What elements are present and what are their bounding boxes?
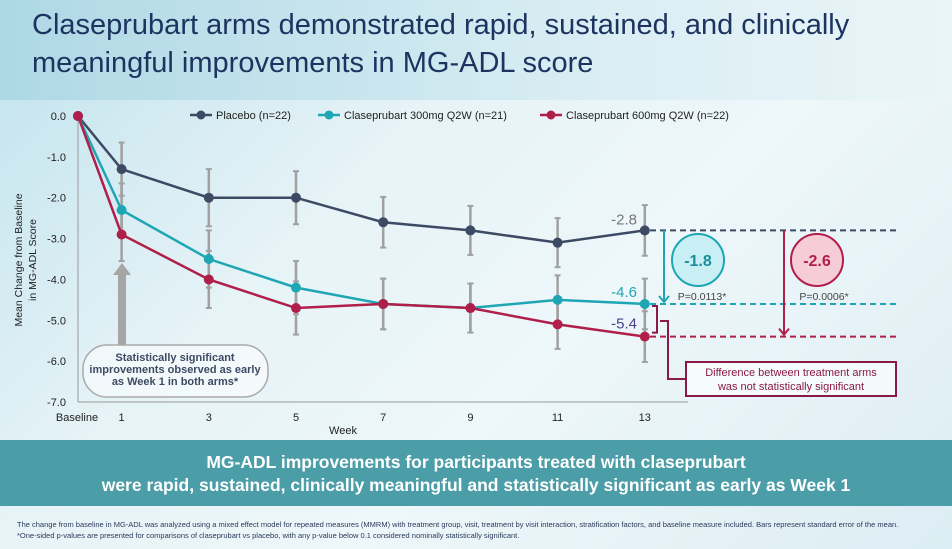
diff-300-circle xyxy=(671,233,725,287)
data-point xyxy=(552,319,563,330)
p-value-300: P=0.0113* xyxy=(678,291,727,303)
legend-label: Claseprubart 300mg Q2W (n=21) xyxy=(344,110,507,122)
up-arrow-icon xyxy=(118,275,126,345)
data-point xyxy=(639,225,650,236)
banner-line-1: MG-ADL improvements for participants tre… xyxy=(206,452,746,472)
y-axis-label: in MG-ADL Score xyxy=(27,219,39,301)
week1-callout-text: as Week 1 in both arms* xyxy=(112,376,239,388)
y-axis-label: Mean Change from Baseline xyxy=(13,193,25,326)
arrow-down-icon xyxy=(778,328,790,337)
legend-label: Claseprubart 600mg Q2W (n=22) xyxy=(566,110,729,122)
x-tick-label: 3 xyxy=(206,412,212,424)
y-tick-label: -7.0 xyxy=(47,397,66,409)
callout-connector xyxy=(660,320,685,380)
title-band xyxy=(0,0,952,100)
legend-marker xyxy=(324,110,334,120)
data-point xyxy=(291,282,301,293)
bracket xyxy=(652,304,658,334)
arms-callout-text: was not statistically significant xyxy=(717,381,864,393)
week1-callout-text: improvements observed as early xyxy=(89,364,261,376)
banner-line-2: were rapid, sustained, clinically meanin… xyxy=(101,475,851,495)
diff-600-value: -2.6 xyxy=(803,253,831,270)
y-tick-label: -6.0 xyxy=(47,356,66,368)
p-value-600: P=0.0006* xyxy=(799,291,848,303)
series-line xyxy=(77,115,645,244)
x-tick-label: 9 xyxy=(467,412,473,424)
arms-callout-box xyxy=(685,361,897,397)
series-line xyxy=(76,115,645,338)
x-tick-label: 13 xyxy=(639,412,651,424)
data-point xyxy=(116,229,127,240)
end-value-label: -4.6 xyxy=(611,284,637,301)
up-arrow-head-icon xyxy=(113,263,131,275)
summary-banner: MG-ADL improvements for participants tre… xyxy=(0,440,952,506)
data-point xyxy=(465,303,476,314)
data-point xyxy=(203,192,214,203)
x-tick-label: 7 xyxy=(380,412,386,424)
x-axis-label: Week xyxy=(329,425,357,437)
y-tick-label: 0.0 xyxy=(51,111,66,123)
data-point xyxy=(552,294,563,305)
page-title: Claseprubart arms demonstrated rapid, su… xyxy=(32,9,850,79)
arms-callout-text: Difference between treatment arms xyxy=(705,367,877,379)
arrow-down-icon xyxy=(658,295,670,304)
data-point xyxy=(639,331,650,342)
data-point xyxy=(639,298,650,309)
data-point xyxy=(465,225,476,236)
week1-callout-box xyxy=(82,344,269,398)
data-point xyxy=(378,217,389,228)
footnote-2: *One-sided p-values are presented for co… xyxy=(17,531,520,540)
footnote-1: The change from baseline in MG-ADL was a… xyxy=(17,520,899,529)
x-tick-label: 1 xyxy=(119,412,125,424)
data-point xyxy=(291,192,301,203)
y-tick-label: -1.0 xyxy=(47,152,66,164)
end-value-label: -2.8 xyxy=(611,211,637,228)
x-tick-label: 5 xyxy=(293,412,299,424)
legend-label: Placebo (n=22) xyxy=(216,110,291,122)
end-value-label: -5.4 xyxy=(611,316,637,333)
data-point xyxy=(203,274,214,285)
data-point xyxy=(291,303,301,314)
y-tick-label: -4.0 xyxy=(47,274,66,286)
y-tick-label: -2.0 xyxy=(47,193,66,205)
data-point xyxy=(378,298,389,309)
y-tick-label: -3.0 xyxy=(47,234,66,246)
series-line xyxy=(76,115,645,310)
y-tick-label: -5.0 xyxy=(47,315,66,327)
legend-marker xyxy=(196,110,206,120)
diff-300-value: -1.8 xyxy=(684,253,712,270)
diff-600-circle xyxy=(790,233,844,287)
x-tick-label: 11 xyxy=(552,412,563,424)
week1-callout-text: Statistically significant xyxy=(115,352,235,364)
data-point xyxy=(73,111,83,121)
x-tick-label: Baseline xyxy=(56,412,98,424)
data-point xyxy=(116,204,127,215)
footnotes: The change from baseline in MG-ADL was a… xyxy=(17,519,898,541)
legend-marker xyxy=(546,110,556,120)
data-point xyxy=(552,237,563,248)
data-point xyxy=(116,164,127,175)
data-point xyxy=(203,254,214,265)
